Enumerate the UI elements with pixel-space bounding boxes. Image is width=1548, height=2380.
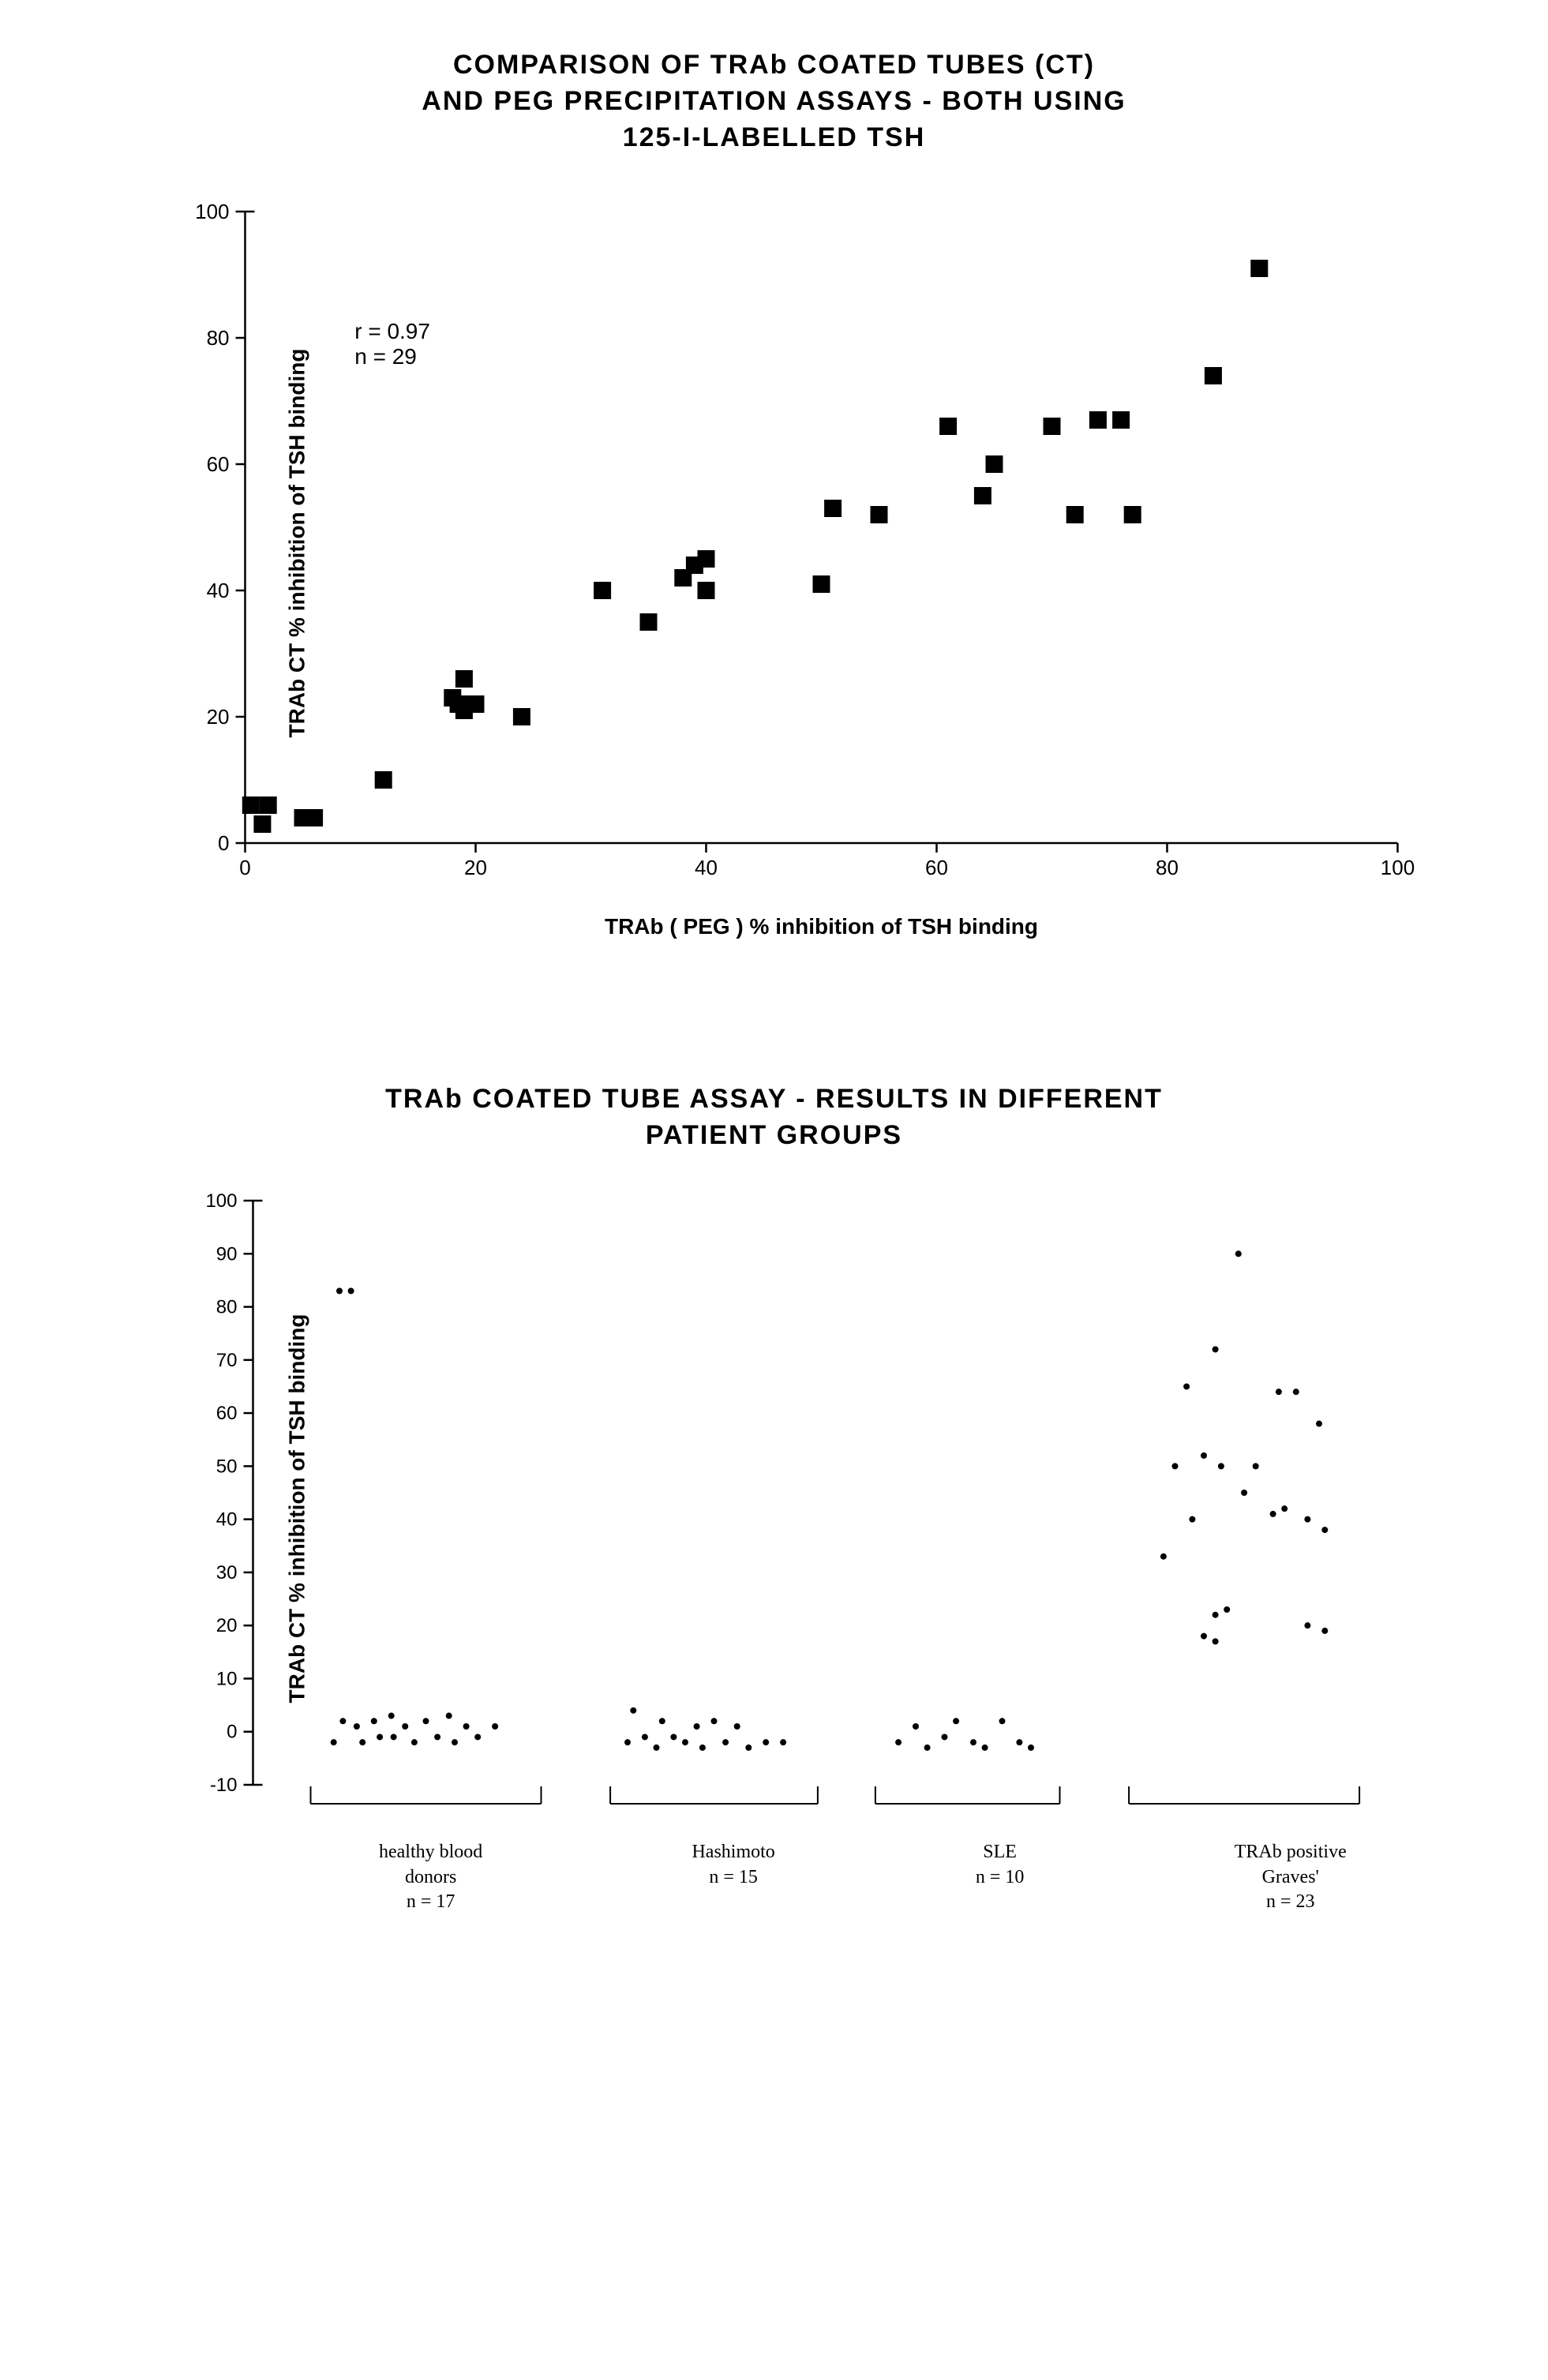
title-line: PATIENT GROUPS <box>646 1120 902 1150</box>
chart2-title: TRAb COATED TUBE ASSAY - RESULTS IN DIFF… <box>63 1081 1485 1154</box>
group-label-line: n = 17 <box>379 1890 482 1914</box>
chart2-ylabel: TRAb CT % inhibition of TSH binding <box>285 1314 310 1703</box>
chart1-svg: 0 20 40 60 80 100 0 20 40 60 80 100 <box>158 188 1437 898</box>
svg-text:10: 10 <box>216 1669 238 1690</box>
group-label-line: n = 23 <box>1235 1890 1347 1914</box>
svg-text:0: 0 <box>227 1722 237 1743</box>
title-line: TRAb COATED TUBE ASSAY - RESULTS IN DIFF… <box>385 1084 1163 1114</box>
group-label-line: healthy blood <box>379 1840 482 1865</box>
annotation-line: n = 29 <box>354 344 430 369</box>
svg-text:70: 70 <box>216 1350 238 1371</box>
group-label: SLEn = 10 <box>976 1840 1025 1889</box>
title-line: COMPARISON OF TRAb COATED TUBES (CT) <box>453 50 1095 80</box>
figure-2: TRAb COATED TUBE ASSAY - RESULTS IN DIFF… <box>63 1081 1485 1936</box>
group-label: healthy blooddonorsn = 17 <box>379 1840 482 1914</box>
group-label-line: Hashimoto <box>692 1840 774 1865</box>
chart1-annotation: r = 0.97n = 29 <box>354 319 430 369</box>
chart1-ylabel: TRAb CT % inhibition of TSH binding <box>285 348 310 737</box>
group-label-line: n = 15 <box>692 1865 774 1890</box>
svg-text:80: 80 <box>216 1297 238 1318</box>
svg-text:40: 40 <box>695 856 718 879</box>
svg-text:20: 20 <box>207 705 230 729</box>
figure-1: COMPARISON OF TRAb COATED TUBES (CT) AND… <box>63 47 1485 939</box>
chart1-xlabel: TRAb ( PEG ) % inhibition of TSH binding <box>158 914 1485 939</box>
svg-text:40: 40 <box>207 579 230 602</box>
chart2-group-labels: healthy blooddonorsn = 17 Hashimoton = 15… <box>158 1840 1485 1935</box>
svg-text:20: 20 <box>216 1616 238 1637</box>
chart2-svg: -10 0 10 20 30 40 50 60 70 80 90 100 <box>158 1185 1437 1832</box>
svg-text:20: 20 <box>464 856 487 879</box>
svg-text:50: 50 <box>216 1456 238 1478</box>
svg-text:60: 60 <box>216 1404 238 1425</box>
svg-text:60: 60 <box>925 856 948 879</box>
group-label: Hashimoton = 15 <box>692 1840 774 1889</box>
svg-text:0: 0 <box>239 856 250 879</box>
group-label-line: n = 10 <box>976 1865 1025 1890</box>
svg-text:0: 0 <box>218 831 229 855</box>
title-line: 125-I-LABELLED TSH <box>623 122 926 152</box>
group-label-line: SLE <box>976 1840 1025 1865</box>
group-label: TRAb positiveGraves'n = 23 <box>1235 1840 1347 1914</box>
chart1-wrap: TRAb CT % inhibition of TSH binding 0 20 4… <box>158 188 1437 898</box>
svg-text:30: 30 <box>216 1562 238 1584</box>
annotation-line: r = 0.97 <box>354 319 430 344</box>
group-label-line: donors <box>379 1865 482 1890</box>
svg-text:100: 100 <box>205 1190 237 1212</box>
svg-text:100: 100 <box>195 200 229 223</box>
svg-text:40: 40 <box>216 1509 238 1531</box>
svg-text:-10: -10 <box>210 1775 238 1796</box>
group-label-line: Graves' <box>1235 1865 1347 1890</box>
svg-text:100: 100 <box>1381 856 1415 879</box>
chart2-wrap: TRAb CT % inhibition of TSH binding -10 0… <box>158 1185 1437 1832</box>
title-line: AND PEG PRECIPITATION ASSAYS - BOTH USIN… <box>422 86 1126 116</box>
svg-text:60: 60 <box>207 452 230 476</box>
group-label-line: TRAb positive <box>1235 1840 1347 1865</box>
svg-text:90: 90 <box>216 1244 238 1265</box>
svg-text:80: 80 <box>1156 856 1179 879</box>
chart1-title: COMPARISON OF TRAb COATED TUBES (CT) AND… <box>63 47 1485 156</box>
svg-text:80: 80 <box>207 326 230 350</box>
